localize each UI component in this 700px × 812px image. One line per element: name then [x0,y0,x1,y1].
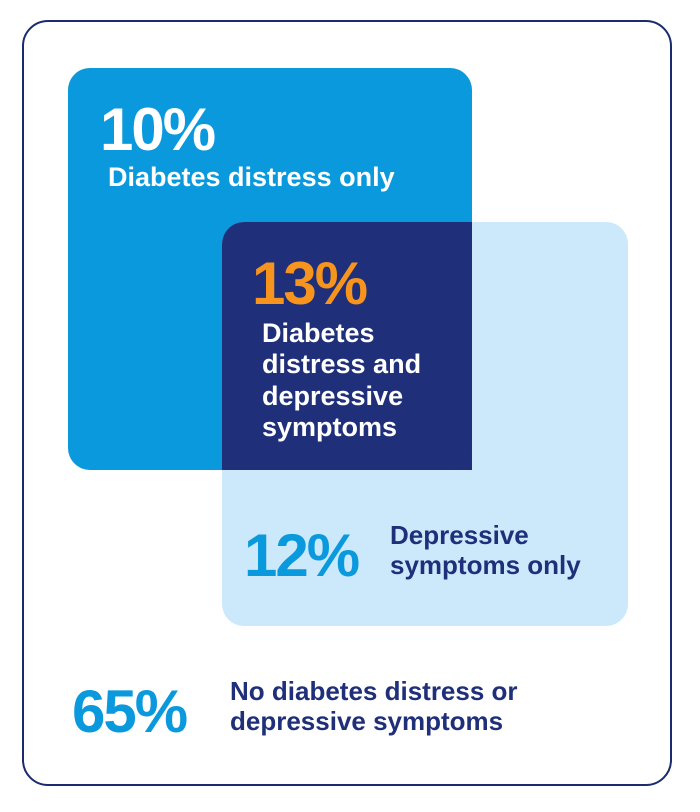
depressive-only-percent: 12% [244,522,360,589]
overlap-region [222,222,472,470]
neither-label: No diabetes distress or depressive sympt… [230,676,518,737]
depressive-only-label: Depressive symptoms only [390,520,581,581]
overlap-percent: 13% [252,250,368,317]
overlap-label: Diabetes distress and depressive symptom… [262,318,422,442]
distress-only-percent: 10% [100,96,216,163]
neither-percent: 65% [72,678,188,745]
overlap-region-corner [222,440,472,470]
distress-only-label: Diabetes distress only [108,162,395,192]
